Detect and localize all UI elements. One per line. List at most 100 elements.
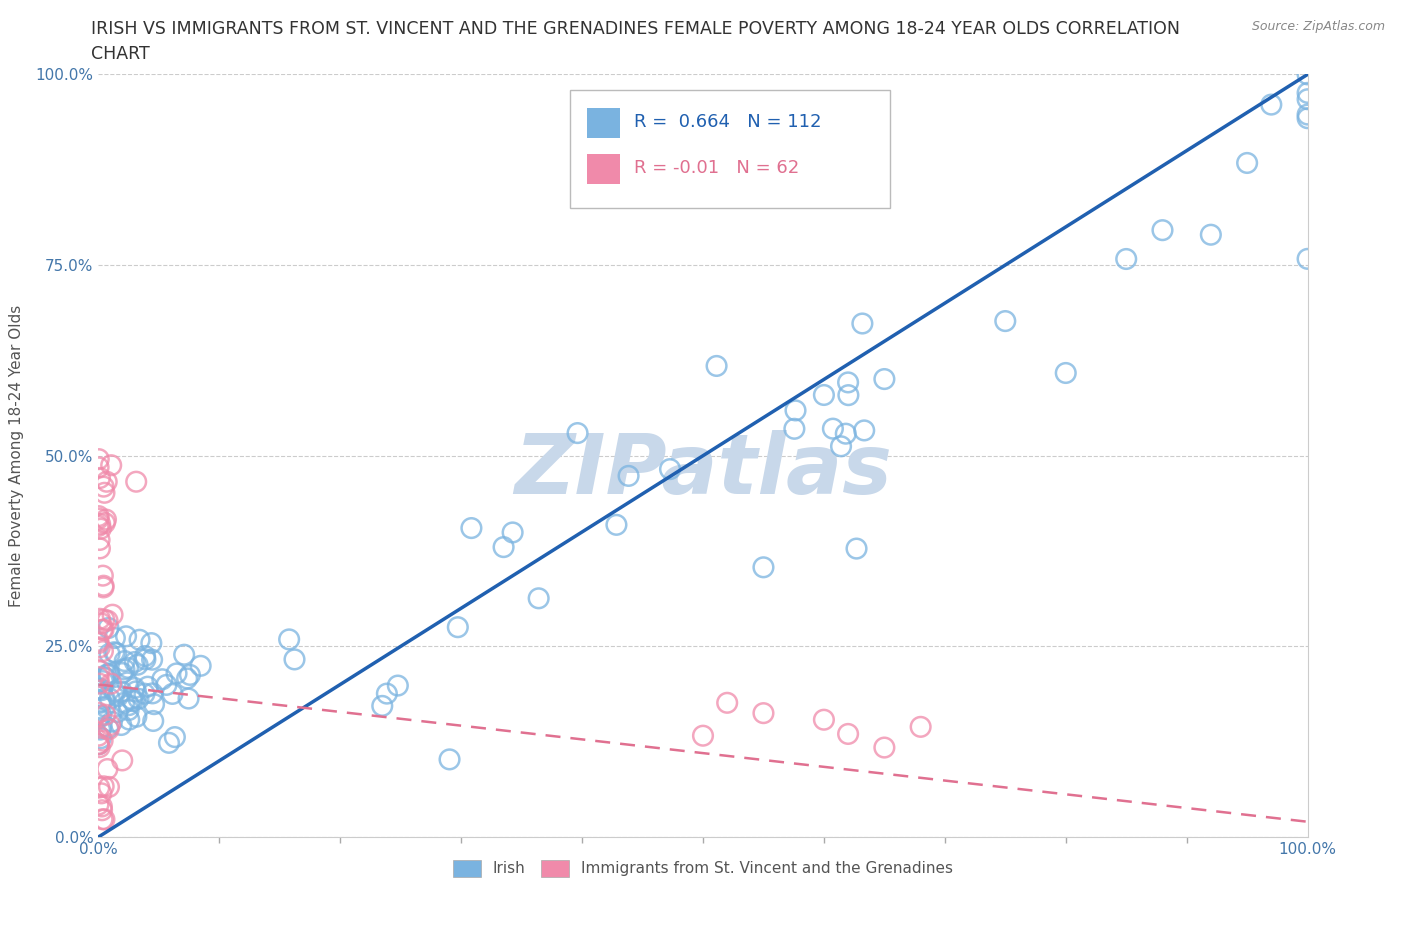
Text: ZIPatlas: ZIPatlas [515,431,891,512]
Point [162,686,184,701]
Point [87,452,110,467]
Point [100,676,122,691]
Point [87,512,110,526]
Point [845,541,868,556]
Point [125,710,148,724]
Point [97,667,120,682]
Point [93,778,115,793]
Point [1054,365,1077,380]
Point [89,682,111,697]
Point [90,694,112,709]
Point [785,403,807,418]
Point [117,703,139,718]
Point [371,698,394,713]
Point [387,678,409,693]
Point [87,737,110,751]
Point [121,694,143,709]
Point [91,812,114,827]
Point [375,686,398,701]
Point [134,648,156,663]
Point [103,644,125,659]
Point [117,675,139,690]
Point [89,541,111,556]
Point [141,652,163,667]
Point [89,676,111,691]
Point [155,677,177,692]
Point [89,696,111,711]
Point [89,640,111,655]
Point [96,762,118,777]
Point [111,753,134,768]
Point [125,684,148,698]
Point [567,426,589,441]
Point [96,474,118,489]
Point [605,517,627,532]
Point [447,619,470,634]
Point [97,721,120,736]
Point [103,684,125,699]
Point [93,691,115,706]
Point [105,645,128,660]
Point [91,644,114,658]
Point [143,697,166,711]
Text: Source: ZipAtlas.com: Source: ZipAtlas.com [1251,20,1385,33]
Point [851,316,873,331]
Point [90,521,112,536]
Point [837,375,859,390]
Point [87,459,110,474]
Point [87,797,110,812]
Point [104,631,127,645]
Point [98,646,121,661]
Point [90,799,112,814]
Point [141,636,163,651]
Point [112,696,135,711]
Point [93,485,115,500]
Point [716,696,738,711]
Point [813,388,835,403]
Point [97,722,120,737]
Point [87,737,110,751]
Point [89,739,111,754]
Point [96,613,118,628]
Point [1152,223,1174,238]
Point [1199,227,1222,242]
Point [118,712,141,727]
Point [97,779,120,794]
Y-axis label: Female Poverty Among 18-24 Year Olds: Female Poverty Among 18-24 Year Olds [10,305,24,607]
Point [142,713,165,728]
Point [994,313,1017,328]
Point [821,421,844,436]
Point [90,683,112,698]
Point [87,705,110,720]
Point [101,714,124,729]
Point [93,479,115,494]
Point [706,358,728,373]
Point [93,812,115,827]
Point [87,633,110,648]
Point [166,666,188,681]
Point [105,705,128,720]
Point [752,706,775,721]
Point [752,560,775,575]
Point [98,691,121,706]
Point [835,426,858,441]
Point [87,635,110,650]
Point [91,673,114,688]
Point [124,655,146,670]
Point [163,730,186,745]
Point [98,667,121,682]
Point [91,803,114,817]
FancyBboxPatch shape [569,89,890,208]
Point [1115,251,1137,266]
Point [150,671,173,686]
Point [87,509,110,524]
Point [1236,155,1258,170]
Point [617,469,640,484]
Point [460,521,482,536]
Point [910,720,932,735]
Point [89,516,111,531]
Point [283,652,305,667]
Point [114,662,136,677]
Point [439,752,461,767]
Point [1296,67,1319,82]
